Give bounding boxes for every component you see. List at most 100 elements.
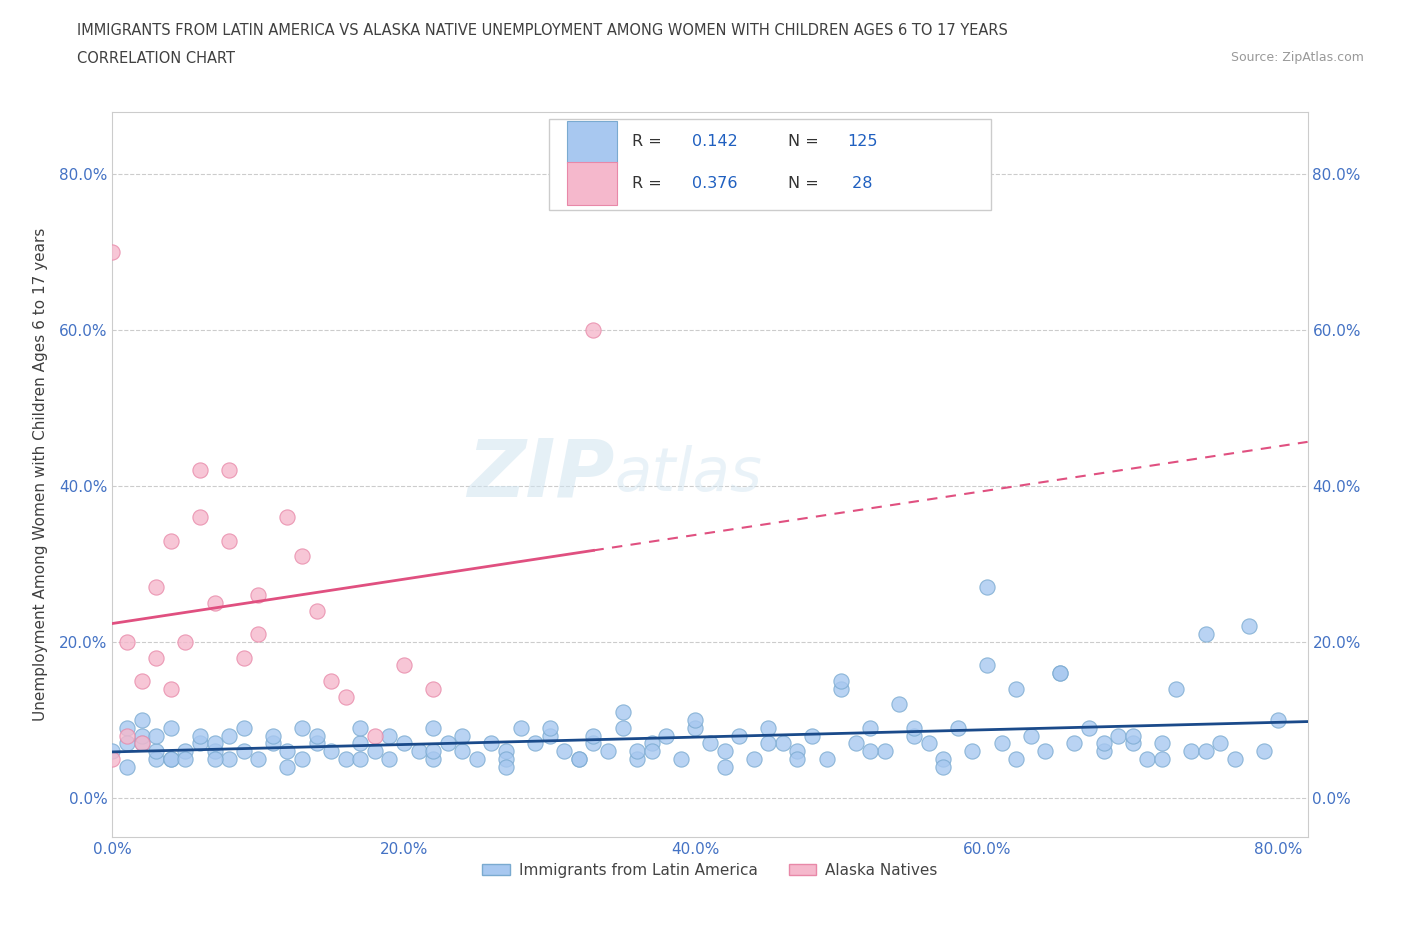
Point: [1033, 744, 1056, 759]
Point: [145, 751, 167, 766]
Point: [1078, 721, 1101, 736]
Point: [889, 697, 911, 711]
FancyBboxPatch shape: [548, 119, 991, 209]
Point: [159, 682, 181, 697]
Point: [1194, 627, 1216, 642]
Point: [115, 634, 138, 649]
Point: [276, 760, 298, 775]
Point: [553, 744, 575, 759]
Point: [1136, 751, 1159, 766]
Point: [145, 650, 167, 665]
Point: [946, 721, 969, 736]
Point: [204, 751, 226, 766]
Point: [291, 751, 314, 766]
Point: [568, 751, 591, 766]
Point: [305, 728, 328, 743]
Point: [1150, 751, 1173, 766]
Point: [756, 721, 779, 736]
Point: [728, 728, 751, 743]
Point: [159, 751, 181, 766]
FancyBboxPatch shape: [567, 163, 617, 206]
Point: [685, 721, 707, 736]
Point: [101, 751, 124, 766]
Point: [131, 712, 153, 727]
Point: [188, 510, 211, 525]
Point: [145, 580, 167, 595]
Point: [115, 721, 138, 736]
Point: [465, 751, 488, 766]
Point: [1239, 619, 1261, 634]
Point: [188, 736, 211, 751]
Point: [1253, 744, 1275, 759]
Point: [349, 721, 371, 736]
Point: [582, 736, 605, 751]
Point: [845, 736, 868, 751]
Point: [1005, 682, 1028, 697]
Text: 28: 28: [848, 176, 873, 191]
Point: [436, 736, 458, 751]
Point: [451, 728, 474, 743]
Text: Source: ZipAtlas.com: Source: ZipAtlas.com: [1230, 51, 1364, 64]
Point: [830, 682, 852, 697]
Point: [524, 736, 547, 751]
Point: [276, 510, 298, 525]
Point: [713, 744, 735, 759]
Point: [1267, 712, 1289, 727]
Point: [335, 689, 357, 704]
Point: [481, 736, 503, 751]
Point: [145, 744, 167, 759]
Point: [422, 682, 444, 697]
Point: [786, 751, 808, 766]
Point: [218, 751, 240, 766]
Point: [1194, 744, 1216, 759]
FancyBboxPatch shape: [567, 121, 617, 164]
Point: [859, 721, 882, 736]
Point: [204, 744, 226, 759]
Point: [830, 673, 852, 688]
Point: [1063, 736, 1085, 751]
Text: ZIP: ZIP: [467, 435, 614, 513]
Point: [204, 736, 226, 751]
Point: [626, 751, 648, 766]
Point: [232, 744, 254, 759]
Point: [422, 744, 444, 759]
Point: [378, 751, 401, 766]
Point: [669, 751, 692, 766]
Point: [1019, 728, 1042, 743]
Point: [582, 323, 605, 338]
Point: [1049, 666, 1071, 681]
Point: [218, 463, 240, 478]
Point: [932, 751, 955, 766]
Point: [582, 728, 605, 743]
Point: [392, 736, 415, 751]
Point: [1180, 744, 1202, 759]
Point: [568, 751, 591, 766]
Text: R =: R =: [633, 134, 662, 149]
Text: IMMIGRANTS FROM LATIN AMERICA VS ALASKA NATIVE UNEMPLOYMENT AMONG WOMEN WITH CHI: IMMIGRANTS FROM LATIN AMERICA VS ALASKA …: [77, 23, 1008, 38]
Point: [873, 744, 896, 759]
Point: [378, 728, 401, 743]
Point: [349, 751, 371, 766]
Text: 0.376: 0.376: [692, 176, 738, 191]
Point: [422, 721, 444, 736]
Point: [917, 736, 939, 751]
Point: [101, 744, 124, 759]
Point: [962, 744, 984, 759]
Point: [232, 650, 254, 665]
Point: [509, 721, 531, 736]
Text: R =: R =: [633, 176, 662, 191]
Point: [815, 751, 838, 766]
Point: [495, 760, 517, 775]
Point: [159, 721, 181, 736]
Point: [131, 736, 153, 751]
Point: [538, 728, 561, 743]
Point: [976, 658, 998, 672]
Point: [990, 736, 1012, 751]
Point: [115, 736, 138, 751]
Point: [174, 744, 197, 759]
Point: [291, 721, 314, 736]
Point: [713, 760, 735, 775]
Point: [145, 728, 167, 743]
Point: [655, 728, 678, 743]
Point: [364, 728, 387, 743]
